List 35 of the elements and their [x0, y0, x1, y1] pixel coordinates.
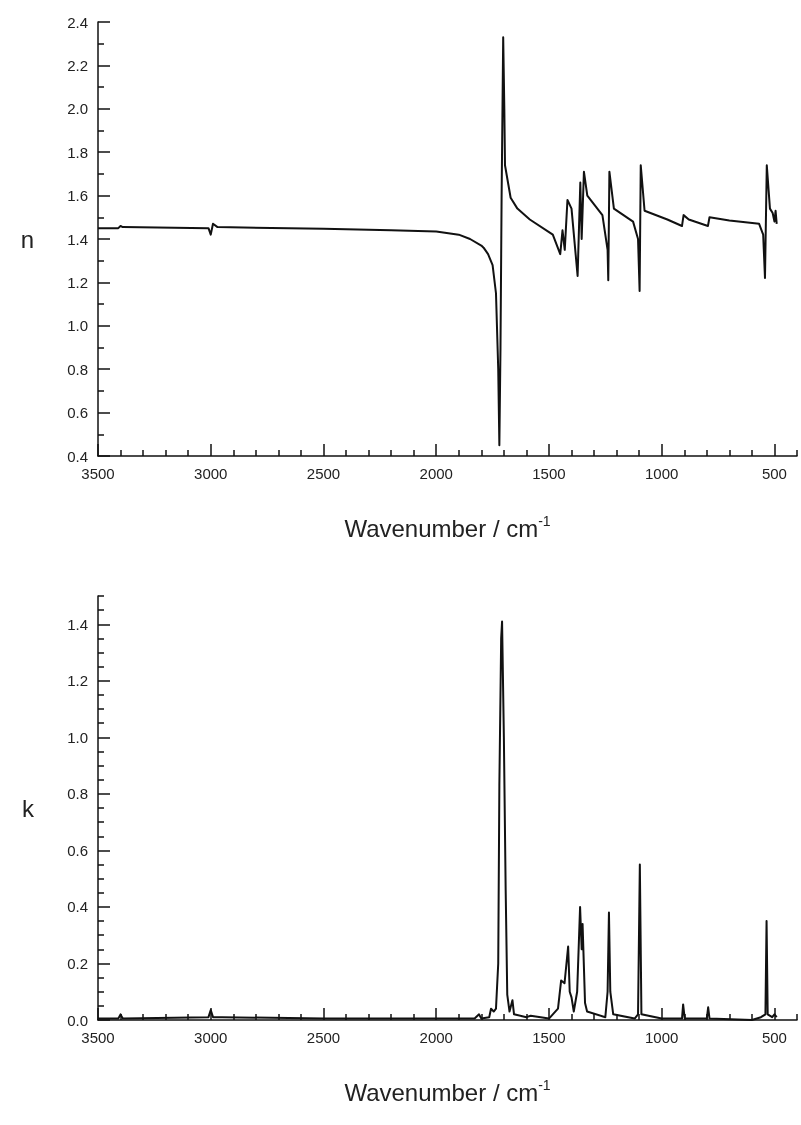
x-tick-label: 2500 — [306, 465, 341, 482]
y-tick-label: 1.4 — [67, 615, 88, 633]
x-tick-label: 500 — [761, 465, 787, 482]
x-tick-label: 500 — [761, 1029, 787, 1046]
x-tick-label: 1500 — [532, 465, 566, 482]
y-tick-label: 1.0 — [67, 317, 88, 335]
x-tick-label: 1500 — [532, 1029, 566, 1046]
x-tick-label: 2000 — [419, 465, 453, 482]
x-tick-label: 2500 — [306, 1029, 341, 1046]
y-tick-label: 0.0 — [67, 1011, 88, 1029]
y-tick-label: 0.8 — [67, 785, 88, 803]
x-tick-label: 3000 — [194, 465, 228, 482]
y-tick-label: 1.2 — [67, 273, 88, 291]
y-tick-label: 0.2 — [67, 954, 88, 972]
x-tick-label: 3000 — [194, 1029, 228, 1046]
y-tick-label: 1.8 — [67, 143, 88, 161]
y-tick-label: 0.8 — [67, 360, 88, 378]
y-axis-title: k — [22, 794, 35, 822]
x-tick-label: 1000 — [645, 1029, 679, 1046]
y-tick-label: 2.0 — [67, 100, 88, 118]
y-tick-label: 1.2 — [67, 672, 88, 690]
y-tick-label: 2.2 — [67, 56, 88, 74]
x-tick-label: 1000 — [645, 465, 679, 482]
y-tick-label: 0.4 — [67, 447, 88, 465]
y-axis-title: n — [20, 225, 34, 253]
x-tick-label: 3500 — [81, 1029, 115, 1046]
y-tick-label: 0.6 — [67, 841, 88, 859]
x-tick-label: 3500 — [81, 465, 115, 482]
y-tick-label: 1.6 — [67, 187, 88, 205]
y-tick-label: 2.4 — [67, 13, 88, 31]
y-tick-label: 0.4 — [67, 898, 88, 916]
x-tick-label: 2000 — [419, 1029, 453, 1046]
y-tick-label: 0.6 — [67, 404, 88, 422]
y-tick-label: 1.0 — [67, 728, 88, 746]
y-tick-label: 1.4 — [67, 230, 88, 248]
